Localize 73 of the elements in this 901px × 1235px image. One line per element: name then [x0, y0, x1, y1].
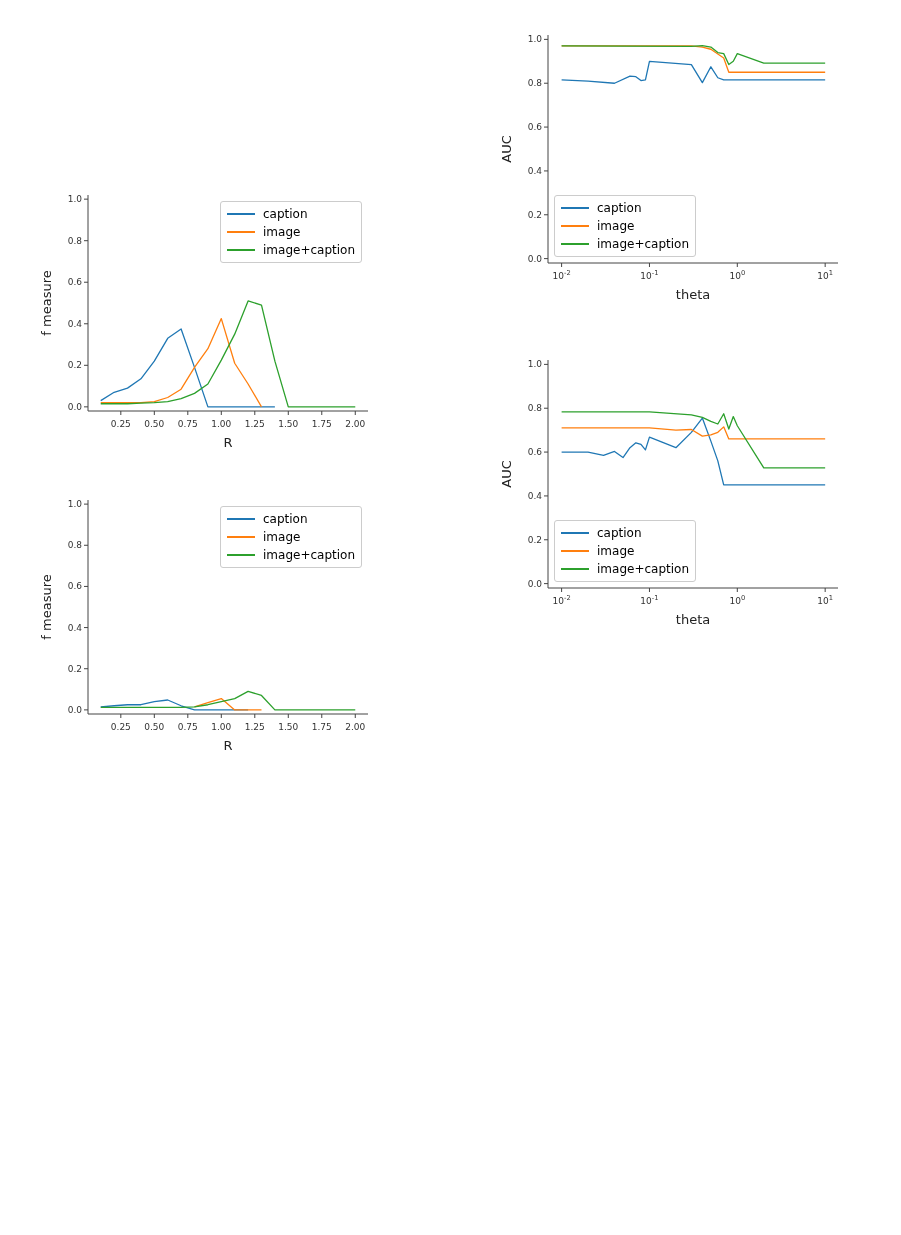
y-axis-title: f measure: [38, 270, 54, 336]
y-tick-label: 0.4: [67, 622, 83, 633]
y-tick-label: 0.6: [67, 581, 83, 592]
y-tick-label: 0.6: [527, 122, 543, 133]
line-series: [100, 328, 276, 408]
y-tick-label: 0.8: [67, 235, 83, 246]
legend-label: image: [597, 218, 635, 235]
y-tick-label: 0.4: [527, 165, 543, 176]
x-tick-label: 0.25: [110, 419, 131, 429]
line-series: [193, 697, 263, 711]
legend-label: image: [263, 529, 301, 546]
y-tick-label: 0.4: [67, 318, 83, 329]
y-tick-label: 0.0: [527, 253, 543, 264]
y-tick-label: 0.2: [527, 209, 542, 220]
legend-label: image: [597, 543, 635, 560]
x-tick-label: 1.75: [311, 722, 332, 732]
x-tick-label: 10$^{-2}$: [552, 594, 571, 606]
legend-label: caption: [597, 200, 642, 217]
y-axis-title: f measure: [38, 574, 54, 640]
y-tick-label: 0.8: [527, 78, 543, 89]
y-tick-label: 0.2: [527, 534, 542, 545]
x-tick-label: 10$^{0}$: [729, 594, 746, 606]
x-tick-label: 1.25: [244, 722, 265, 732]
y-tick-label: 0.8: [67, 540, 83, 551]
x-tick-label: 0.50: [144, 419, 165, 429]
x-axis-title: theta: [675, 612, 711, 627]
y-tick-label: 0.6: [67, 277, 83, 288]
y-tick-label: 0.2: [67, 663, 82, 674]
y-tick-label: 0.0: [67, 704, 83, 715]
line-series: [100, 300, 356, 408]
x-tick-label: 10$^{0}$: [729, 269, 746, 281]
x-tick-label: 1.00: [211, 722, 232, 732]
x-tick-label: 10$^{1}$: [817, 594, 834, 606]
y-tick-label: 0.4: [527, 490, 543, 501]
legend-label: caption: [263, 206, 308, 223]
legend-label: caption: [597, 525, 642, 542]
x-tick-label: 0.75: [177, 419, 198, 429]
x-tick-label: 10$^{-1}$: [640, 269, 659, 281]
y-tick-label: 1.0: [67, 194, 83, 205]
legend-label: image+caption: [597, 236, 689, 253]
y-tick-label: 0.8: [527, 403, 543, 414]
x-tick-label: 1.50: [278, 419, 299, 429]
legend-label: caption: [263, 511, 308, 528]
x-tick-label: 10$^{1}$: [817, 269, 834, 281]
x-tick-label: 0.75: [177, 722, 198, 732]
y-tick-label: 0.2: [67, 360, 82, 371]
legend-label: image: [263, 224, 301, 241]
x-tick-label: 1.75: [311, 419, 332, 429]
y-tick-label: 0.0: [527, 578, 543, 589]
x-tick-label: 2.00: [345, 419, 366, 429]
y-tick-label: 0.0: [67, 401, 83, 412]
y-tick-label: 1.0: [527, 34, 543, 45]
x-tick-label: 1.00: [211, 419, 232, 429]
x-tick-label: 10$^{-2}$: [552, 269, 571, 281]
line-series: [100, 317, 263, 408]
x-tick-label: 1.25: [244, 419, 265, 429]
legend-label: image+caption: [263, 547, 355, 564]
x-tick-label: 10$^{-1}$: [640, 594, 659, 606]
legend-label: image+caption: [263, 242, 355, 259]
x-tick-label: 1.50: [278, 722, 299, 732]
x-tick-label: 0.50: [144, 722, 165, 732]
y-axis-title: AUC: [498, 460, 514, 488]
x-axis-title: theta: [675, 287, 711, 302]
y-tick-label: 1.0: [527, 359, 543, 370]
legend-label: image+caption: [597, 561, 689, 578]
x-axis-title: R: [223, 435, 233, 450]
x-tick-label: 0.25: [110, 722, 131, 732]
y-axis-title: AUC: [498, 135, 514, 163]
x-axis-title: R: [223, 738, 233, 753]
line-series: [100, 690, 356, 711]
y-tick-label: 0.6: [527, 447, 543, 458]
x-tick-label: 2.00: [345, 722, 366, 732]
y-tick-label: 1.0: [67, 499, 83, 510]
